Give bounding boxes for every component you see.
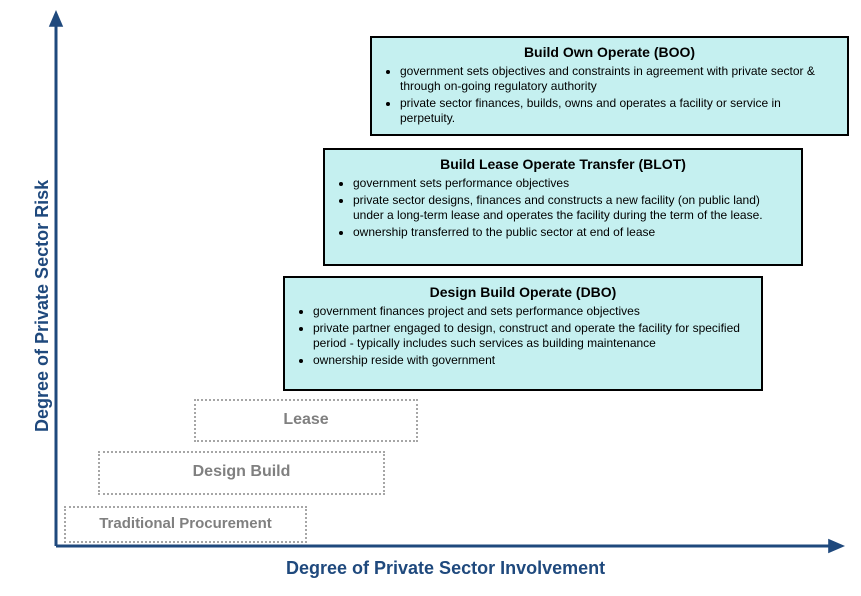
ppp-spectrum-chart: Degree of Private Sector Risk Degree of … — [0, 0, 861, 596]
box-blot: Build Lease Operate Transfer (BLOT) gover… — [323, 148, 803, 266]
bullet: private sector finances, builds, owns an… — [400, 96, 837, 126]
x-axis-label: Degree of Private Sector Involvement — [286, 558, 605, 579]
bullet: ownership reside with government — [313, 353, 751, 368]
box-dbo: Design Build Operate (DBO) government fin… — [283, 276, 763, 391]
box-design-build: Design Build — [98, 451, 385, 495]
box-traditional-procurement: Traditional Procurement — [64, 506, 307, 543]
box-boo: Build Own Operate (BOO) government sets o… — [370, 36, 849, 136]
bullet: government sets performance objectives — [353, 176, 791, 191]
box-title: Design Build Operate (DBO) — [295, 284, 751, 300]
box-label: Traditional Procurement — [99, 515, 272, 532]
box-lease: Lease — [194, 399, 418, 442]
box-title: Build Lease Operate Transfer (BLOT) — [335, 156, 791, 172]
box-label: Lease — [283, 411, 328, 429]
bullet: government finances project and sets per… — [313, 304, 751, 319]
box-bullets: government sets performance objectives pr… — [335, 176, 791, 240]
box-label: Design Build — [193, 463, 291, 481]
bullet: ownership transferred to the public sect… — [353, 225, 791, 240]
box-bullets: government finances project and sets per… — [295, 304, 751, 368]
bullet: private partner engaged to design, const… — [313, 321, 751, 351]
bullet: private sector designs, finances and con… — [353, 193, 791, 223]
box-title: Build Own Operate (BOO) — [382, 44, 837, 60]
box-bullets: government sets objectives and constrain… — [382, 64, 837, 126]
bullet: government sets objectives and constrain… — [400, 64, 837, 94]
y-axis-label: Degree of Private Sector Risk — [32, 180, 53, 432]
